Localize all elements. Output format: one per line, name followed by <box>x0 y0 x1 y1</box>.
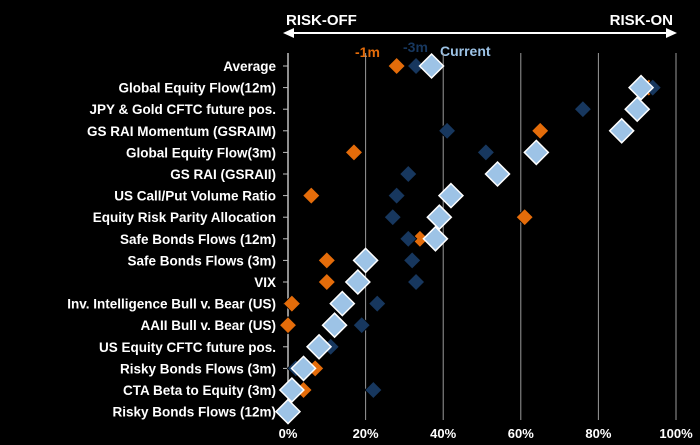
point-current <box>418 52 445 80</box>
x-tick-label: 20% <box>353 426 379 441</box>
x-tick-label: 100% <box>659 426 693 441</box>
point-3m <box>573 100 592 119</box>
point-3m <box>364 380 383 400</box>
point-3m <box>387 186 406 205</box>
category-label: GS RAI Momentum (GSRAIM) <box>87 124 276 139</box>
legend-3m: -3m <box>403 39 428 55</box>
x-axis-ticks: 0% 20% 40% 60% 80% 100% <box>279 426 693 441</box>
category-labels: Average Global Equity Flow(12m) JPY & Gold… <box>67 59 288 420</box>
risk-off-label: RISK-OFF <box>286 12 357 29</box>
point-current <box>608 117 635 144</box>
point-current <box>422 225 449 252</box>
category-label: VIX <box>254 275 276 290</box>
category-label: Safe Bonds Flows (3m) <box>127 253 276 268</box>
point-3m <box>399 164 418 184</box>
point-current <box>523 139 550 166</box>
point-1m <box>344 143 364 162</box>
category-label: Global Equity Flow(3m) <box>126 145 276 160</box>
point-1m <box>278 316 298 335</box>
point-current <box>624 96 651 123</box>
category-label: Risky Bonds Flows (3m) <box>120 361 276 376</box>
x-tick-label: 0% <box>279 426 298 441</box>
data-points <box>274 52 662 425</box>
point-3m <box>399 229 418 248</box>
point-3m <box>403 251 422 270</box>
point-current <box>274 398 302 425</box>
point-3m <box>438 121 457 140</box>
category-label: JPY & Gold CFTC future pos. <box>89 102 276 117</box>
category-label: Safe Bonds Flows (12m) <box>120 232 276 247</box>
point-3m <box>476 143 495 162</box>
category-label: Average <box>223 59 276 74</box>
point-1m <box>317 272 336 292</box>
risk-arrow <box>283 28 677 38</box>
point-current <box>305 333 333 360</box>
point-1m <box>302 186 321 205</box>
arrow-head-right <box>666 28 677 38</box>
point-current <box>278 376 305 404</box>
category-label: Inv. Intelligence Bull v. Bear (US) <box>67 297 276 312</box>
point-1m <box>317 251 336 270</box>
x-tick-label: 60% <box>508 426 534 441</box>
category-label: US Call/Put Volume Ratio <box>114 189 276 204</box>
x-tick-label: 80% <box>585 426 611 441</box>
point-1m <box>515 208 534 227</box>
point-current <box>352 247 379 274</box>
legend-current: Current <box>440 43 491 59</box>
point-current <box>484 160 511 188</box>
category-label: Global Equity Flow(12m) <box>118 81 276 96</box>
point-current <box>437 182 465 209</box>
category-label: Equity Risk Parity Allocation <box>93 210 276 225</box>
arrow-head-left <box>283 28 294 38</box>
legend-1m: -1m <box>355 44 380 60</box>
point-3m <box>368 294 387 313</box>
risk-on-label: RISK-ON <box>610 12 673 29</box>
category-label: Risky Bonds Flows (12m) <box>112 405 276 420</box>
category-label: AAII Bull v. Bear (US) <box>140 318 276 333</box>
category-label: CTA Beta to Equity (3m) <box>123 383 276 398</box>
point-current <box>321 312 348 339</box>
legend: -1m -3m Current <box>355 39 491 60</box>
point-current <box>329 290 356 317</box>
point-3m <box>383 208 402 227</box>
point-3m <box>352 316 371 335</box>
category-label: GS RAI (GSRAII) <box>170 167 276 182</box>
point-1m <box>531 121 550 140</box>
point-1m <box>282 294 301 313</box>
gridlines <box>287 53 677 420</box>
category-label: US Equity CFTC future pos. <box>99 340 276 355</box>
x-tick-label: 40% <box>430 426 456 441</box>
point-3m <box>406 272 426 292</box>
point-current <box>628 74 655 101</box>
point-1m <box>387 56 406 76</box>
point-current <box>426 204 453 231</box>
point-current <box>290 355 317 382</box>
point-current <box>344 268 371 296</box>
